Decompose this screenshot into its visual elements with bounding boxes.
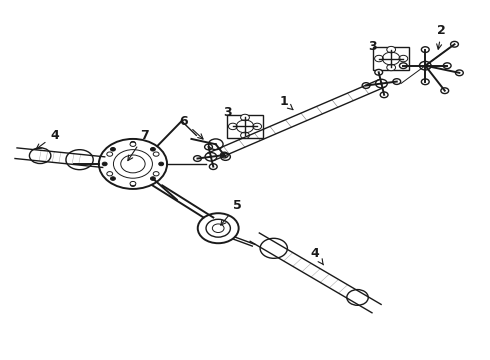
Circle shape xyxy=(107,152,113,156)
Text: 4: 4 xyxy=(36,129,59,149)
Circle shape xyxy=(387,64,395,71)
Text: 4: 4 xyxy=(311,247,323,265)
Circle shape xyxy=(150,177,155,180)
Circle shape xyxy=(375,79,387,88)
Bar xyxy=(227,115,263,138)
Circle shape xyxy=(421,79,429,85)
Circle shape xyxy=(159,162,164,166)
Text: 3: 3 xyxy=(223,105,232,119)
Circle shape xyxy=(362,83,370,89)
Circle shape xyxy=(102,162,107,166)
Text: 5: 5 xyxy=(221,199,242,225)
Circle shape xyxy=(387,46,395,53)
Circle shape xyxy=(421,47,429,53)
Text: 2: 2 xyxy=(437,23,446,49)
Circle shape xyxy=(111,148,115,151)
Text: 3: 3 xyxy=(368,40,377,53)
Circle shape xyxy=(194,156,201,161)
Circle shape xyxy=(375,69,383,75)
Circle shape xyxy=(220,152,228,158)
Circle shape xyxy=(393,79,401,85)
Circle shape xyxy=(399,63,407,68)
Circle shape xyxy=(111,177,115,180)
Circle shape xyxy=(205,153,217,161)
Circle shape xyxy=(253,123,262,130)
Circle shape xyxy=(456,70,463,76)
Circle shape xyxy=(209,164,217,170)
Text: 7: 7 xyxy=(128,129,149,161)
Circle shape xyxy=(153,152,159,156)
Circle shape xyxy=(107,172,113,176)
Circle shape xyxy=(380,92,388,98)
Circle shape xyxy=(150,148,155,151)
Circle shape xyxy=(241,114,249,121)
Circle shape xyxy=(441,88,449,94)
Circle shape xyxy=(374,55,383,62)
Circle shape xyxy=(228,123,237,130)
Text: 6: 6 xyxy=(179,114,203,139)
Bar xyxy=(373,47,410,70)
Circle shape xyxy=(399,55,408,62)
Circle shape xyxy=(130,183,135,186)
Circle shape xyxy=(130,181,136,186)
Text: 1: 1 xyxy=(279,95,293,110)
Circle shape xyxy=(443,63,451,68)
Circle shape xyxy=(153,172,159,176)
Circle shape xyxy=(451,41,459,47)
Circle shape xyxy=(419,62,431,70)
Circle shape xyxy=(130,141,135,145)
Circle shape xyxy=(130,142,136,147)
Circle shape xyxy=(205,144,213,150)
Circle shape xyxy=(241,132,249,139)
